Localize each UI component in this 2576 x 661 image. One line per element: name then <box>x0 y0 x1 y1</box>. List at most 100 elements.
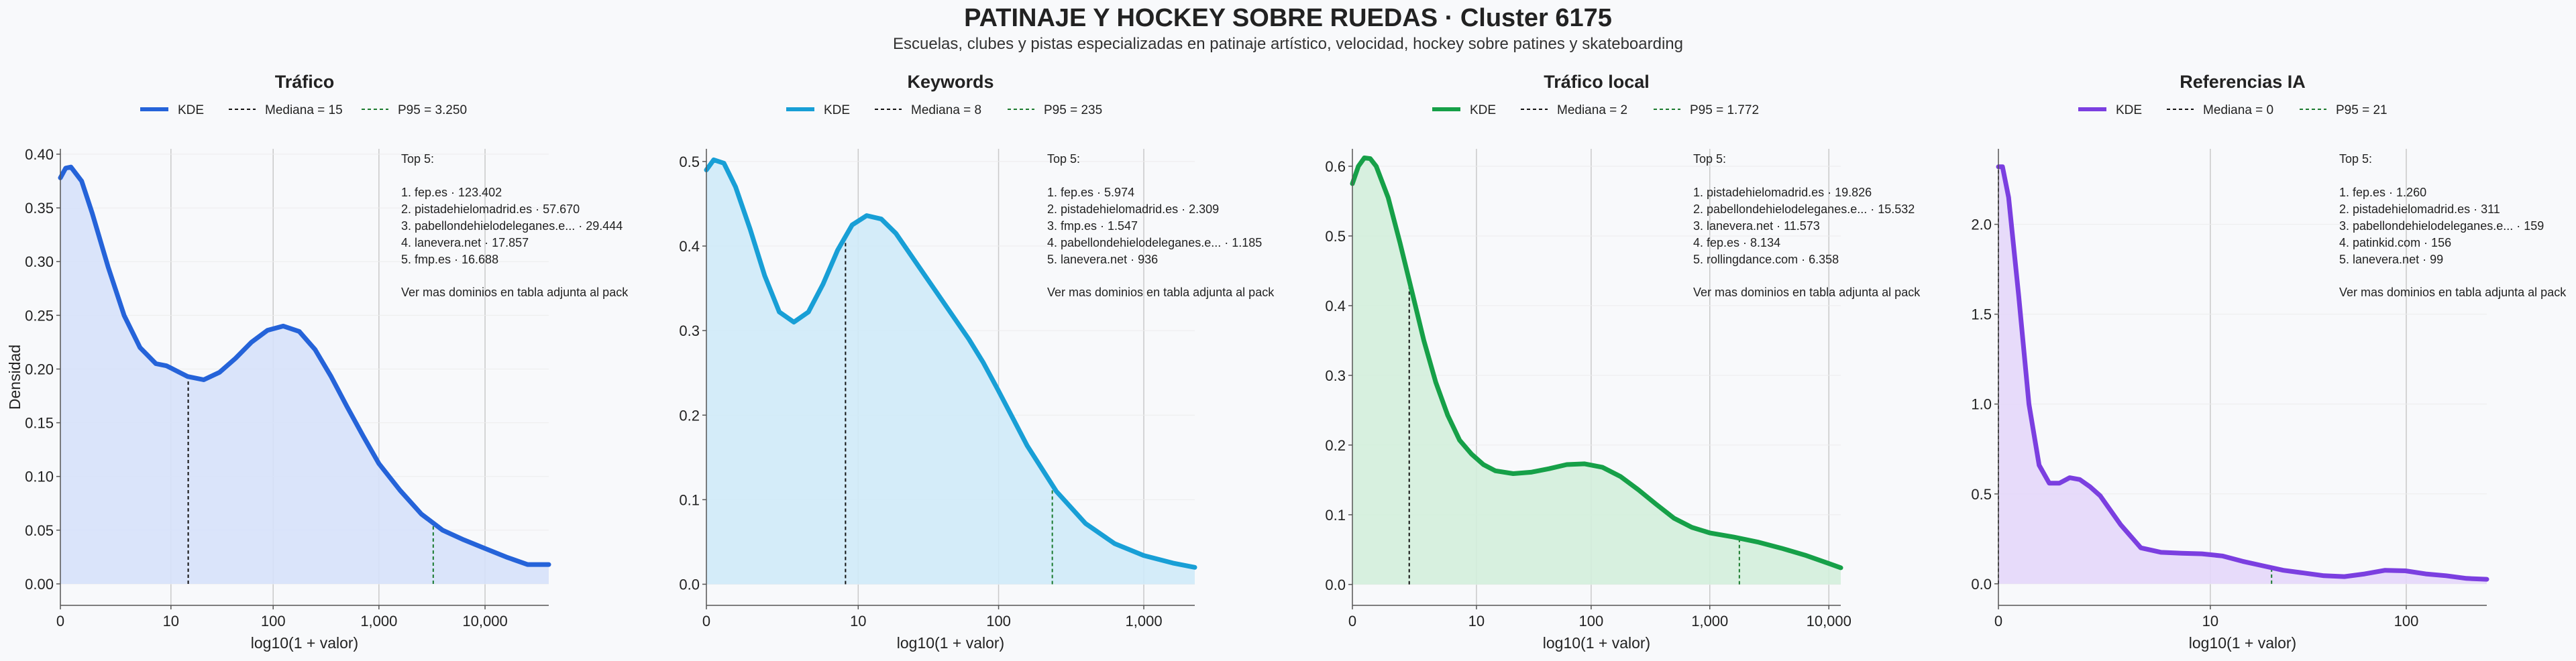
y-tick-label: 0.0 <box>1971 576 1992 593</box>
y-tick-label: 0.00 <box>25 576 54 593</box>
top5-item: 4. pabellondehielodeleganes.e... · 1.185 <box>1047 236 1262 249</box>
top5-item: 5. lanevera.net · 99 <box>2339 253 2443 266</box>
y-tick-label: 1.0 <box>1971 396 1992 413</box>
x-tick-label: 10 <box>1468 613 1485 629</box>
top5-item: 4. fep.es · 8.134 <box>1693 236 1780 249</box>
y-tick-label: 0.10 <box>25 469 54 485</box>
chart-panel-3: Tráfico local KDE Mediana = 2 P95 = 1.772 0.… <box>1325 72 1921 652</box>
y-tick-label: 0.35 <box>25 200 54 217</box>
chart-panel-2: Keywords KDE Mediana = 8 P95 = 235 0.0 0.1 0.2… <box>679 72 1275 652</box>
kde-line <box>1350 156 1843 570</box>
top5-item: 2. pistadehielomadrid.es · 57.670 <box>401 202 580 216</box>
legend-median-label: Mediana = 0 <box>2203 103 2273 117</box>
legend: KDE Mediana = 2 P95 = 1.772 <box>1432 103 1759 117</box>
kde-area <box>706 160 1195 585</box>
y-tick-label: 0.0 <box>679 576 700 593</box>
x-tick-label: 1,000 <box>1691 613 1728 629</box>
top5-item: 5. fmp.es · 16.688 <box>401 253 498 266</box>
legend: KDE Mediana = 8 P95 = 235 <box>786 103 1102 117</box>
y-tick-label: 0.4 <box>1325 298 1346 314</box>
y-tick-label: 1.5 <box>1971 306 1992 323</box>
top5-item: 2. pistadehielomadrid.es · 2.309 <box>1047 202 1219 216</box>
top5-item: 1. fep.es · 123.402 <box>401 186 502 199</box>
top5-footer: Ver mas dominios en tabla adjunta al pac… <box>401 286 629 299</box>
x-tick-label: 10,000 <box>462 613 507 629</box>
top5-item: 1. fep.es · 1.260 <box>2339 186 2426 199</box>
y-axis-label: Densidad <box>6 345 23 410</box>
x-axis-label: log10(1 + valor) <box>1543 634 1650 652</box>
y-tick-label: 0.6 <box>1325 158 1346 175</box>
top5-item: 3. lanevera.net · 11.573 <box>1693 219 1820 233</box>
top5-item: 1. fep.es · 5.974 <box>1047 186 1134 199</box>
top5-item: 4. patinkid.com · 156 <box>2339 236 2451 249</box>
x-tick-label: 0 <box>702 613 710 629</box>
chart-title: Tráfico <box>275 72 335 92</box>
chart-panel-4: Referencias IA KDE Mediana = 0 P95 = 21 0.0 0… <box>1971 72 2567 652</box>
y-tick-label: 0.5 <box>1325 228 1346 245</box>
top5-footer: Ver mas dominios en tabla adjunta al pac… <box>2339 286 2567 299</box>
y-tick-label: 0.25 <box>25 307 54 324</box>
top5-item: 5. rollingdance.com · 6.358 <box>1693 253 1839 266</box>
kde-area <box>1352 158 1841 585</box>
x-tick-label: 1,000 <box>360 613 397 629</box>
top5-annotation: Top 5: 1. pistadehielomadrid.es · 19.826 2… <box>1693 152 1921 299</box>
x-tick-label: 100 <box>261 613 286 629</box>
x-tick-label: 10,000 <box>1807 613 1851 629</box>
y-tick-label: 2.0 <box>1971 217 1992 233</box>
chart-title: Tráfico local <box>1544 72 1650 92</box>
y-tick-label: 0.20 <box>25 361 54 377</box>
legend-kde-label: KDE <box>2116 103 2142 117</box>
legend-kde-label: KDE <box>178 103 204 117</box>
y-tick-label: 0.15 <box>25 415 54 432</box>
y-tick-label: 0.0 <box>1325 577 1346 593</box>
page-title: PATINAJE Y HOCKEY SOBRE RUEDAS · Cluster… <box>964 4 1612 32</box>
top5-header: Top 5: <box>1693 152 1726 166</box>
top5-footer: Ver mas dominios en tabla adjunta al pac… <box>1693 286 1921 299</box>
y-tick-label: 0.05 <box>25 522 54 539</box>
top5-item: 4. lanevera.net · 17.857 <box>401 236 529 249</box>
top5-item: 5. lanevera.net · 936 <box>1047 253 1158 266</box>
y-tick-label: 0.1 <box>1325 507 1346 524</box>
x-tick-label: 0 <box>1348 613 1356 629</box>
top5-annotation: Top 5: 1. fep.es · 123.402 2. pistadehielo… <box>401 152 629 299</box>
y-tick-label: 0.5 <box>1971 486 1992 503</box>
x-tick-label: 1,000 <box>1126 613 1163 629</box>
kde-area <box>1998 166 2487 584</box>
top5-item: 1. pistadehielomadrid.es · 19.826 <box>1693 186 1872 199</box>
y-tick-label: 0.2 <box>679 407 700 424</box>
legend-median-label: Mediana = 2 <box>1557 103 1627 117</box>
legend-median-label: Mediana = 8 <box>911 103 981 117</box>
legend-p95-label: P95 = 1.772 <box>1690 103 1759 117</box>
y-tick-label: 0.3 <box>679 322 700 339</box>
top5-header: Top 5: <box>1047 152 1080 166</box>
page-subtitle: Escuelas, clubes y pistas especializadas… <box>892 35 1683 53</box>
kde-line <box>704 157 1197 570</box>
legend-kde-label: KDE <box>824 103 850 117</box>
y-tick-label: 0.2 <box>1325 437 1346 454</box>
chart-panel-1: Tráfico KDE Mediana = 15 P95 = 3.250 0.00 0.0… <box>6 72 629 652</box>
top5-item: 2. pistadehielomadrid.es · 311 <box>2339 202 2500 216</box>
top5-annotation: Top 5: 1. fep.es · 5.974 2. pistadehieloma… <box>1047 152 1275 299</box>
x-axis-label: log10(1 + valor) <box>897 634 1004 652</box>
legend-p95-label: P95 = 235 <box>1044 103 1102 117</box>
y-tick-label: 0.1 <box>679 491 700 508</box>
legend: KDE Mediana = 0 P95 = 21 <box>2078 103 2387 117</box>
x-axis-label: log10(1 + valor) <box>251 634 358 652</box>
top5-header: Top 5: <box>2339 152 2372 166</box>
x-tick-label: 10 <box>850 613 866 629</box>
kde-area <box>60 167 549 584</box>
top5-annotation: Top 5: 1. fep.es · 1.260 2. pistadehieloma… <box>2339 152 2567 299</box>
x-tick-label: 100 <box>2394 613 2419 629</box>
top5-item: 3. pabellondehielodeleganes.e... · 159 <box>2339 219 2544 233</box>
y-tick-label: 0.40 <box>25 146 54 163</box>
x-tick-label: 0 <box>56 613 64 629</box>
x-tick-label: 100 <box>986 613 1011 629</box>
legend-median-label: Mediana = 15 <box>265 103 343 117</box>
y-tick-label: 0.5 <box>679 154 700 170</box>
kde-line <box>1996 164 2489 582</box>
x-axis-label: log10(1 + valor) <box>2189 634 2296 652</box>
x-tick-label: 10 <box>2202 613 2218 629</box>
legend-p95-label: P95 = 3.250 <box>398 103 467 117</box>
x-tick-label: 10 <box>163 613 179 629</box>
